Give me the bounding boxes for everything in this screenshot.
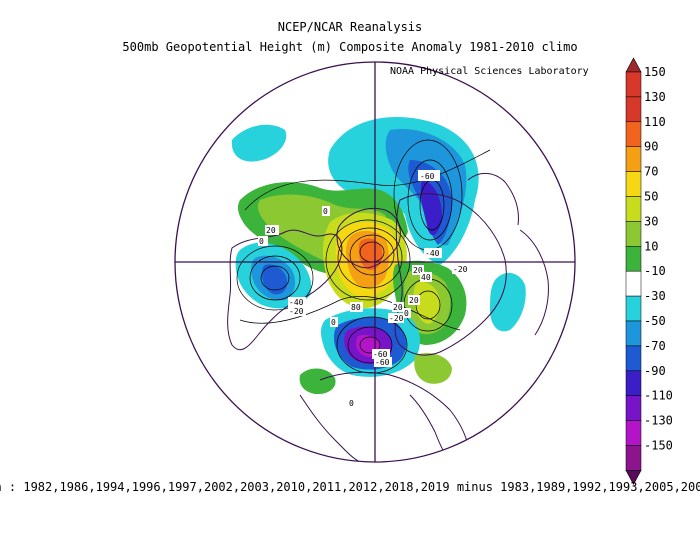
contour-label: 20 — [413, 266, 423, 275]
colorbar-swatch — [625, 146, 642, 172]
colorbar-swatch — [625, 370, 642, 396]
contour-label: 0 — [331, 318, 336, 327]
colorbar-label: -70 — [644, 339, 666, 353]
contour-label: 40 — [421, 273, 431, 282]
colorbar-label: -130 — [644, 414, 673, 428]
colorbar-swatch — [625, 345, 642, 372]
contour-label: -60 — [375, 358, 390, 367]
colorbar-swatch — [625, 96, 642, 123]
colorbar-label: -90 — [644, 364, 666, 378]
contour-label: -40 — [425, 249, 440, 258]
colorbar-swatch — [625, 320, 642, 347]
figure-subtitle: 500mb Geopotential Height (m) Composite … — [122, 40, 578, 54]
colorbar-label: -30 — [644, 289, 666, 303]
colorbar-label: -150 — [644, 439, 673, 453]
colorbar-label: 130 — [644, 90, 666, 104]
contour-label: 80 — [351, 303, 361, 312]
contour-label: 0 — [323, 207, 328, 216]
contour-label: -60 — [420, 172, 435, 181]
contour-label: 20 — [266, 226, 276, 235]
colorbar-labels: 150 130 110 90 70 50 30 10 -10 -30 -50 -70 -90 -110 -1… — [644, 65, 673, 453]
colorbar-swatch — [625, 171, 642, 197]
contour-label: 0 — [404, 309, 409, 318]
colorbar-swatch — [625, 445, 642, 471]
contour-label: 20 — [393, 303, 403, 312]
contour-label: 0 — [349, 399, 354, 408]
figure-title: NCEP/NCAR Reanalysis — [277, 20, 423, 34]
contour-label: 20 — [409, 296, 419, 305]
colorbar-bottom-arrow — [625, 470, 642, 486]
colorbar-swatch — [625, 395, 642, 421]
colorbar-label: 110 — [644, 115, 666, 129]
contour-label: -40 — [289, 298, 304, 307]
colorbar-label: -50 — [644, 314, 666, 328]
colorbar-boxes — [625, 57, 642, 486]
colorbar-label: 50 — [644, 190, 658, 204]
footer-years: Jan : 1982,1986,1994,1996,1997,2002,2003… — [0, 480, 700, 494]
colorbar-label: 150 — [644, 65, 666, 79]
colorbar-swatch — [625, 121, 642, 147]
colorbar-swatch — [625, 420, 642, 446]
contour-label: 0 — [259, 237, 264, 246]
contour-labels: -60 20 0 -40 20 -20 40 -40 -20 80 20 0 -… — [258, 170, 468, 408]
colorbar-label: 10 — [644, 239, 658, 253]
colorbar-swatch — [625, 221, 642, 247]
colorbar-top-arrow — [625, 57, 642, 73]
colorbar-swatch — [625, 295, 642, 322]
colorbar-label: 90 — [644, 140, 658, 154]
colorbar-label: -10 — [644, 264, 666, 278]
colorbar-swatch — [625, 196, 642, 222]
contour-label: -20 — [289, 307, 304, 316]
contour-label: -60 — [373, 350, 388, 359]
contour-label: -20 — [389, 314, 404, 323]
colorbar-swatch — [625, 71, 642, 98]
colorbar-label: 30 — [644, 214, 658, 228]
credit-label: NOAA Physical Sciences Laboratory — [390, 66, 589, 77]
colorbar-label: -110 — [644, 389, 673, 403]
colorbar-swatch — [625, 246, 642, 272]
contour-label: -20 — [453, 265, 468, 274]
colorbar-swatch — [625, 270, 642, 297]
colorbar-label: 70 — [644, 165, 658, 179]
